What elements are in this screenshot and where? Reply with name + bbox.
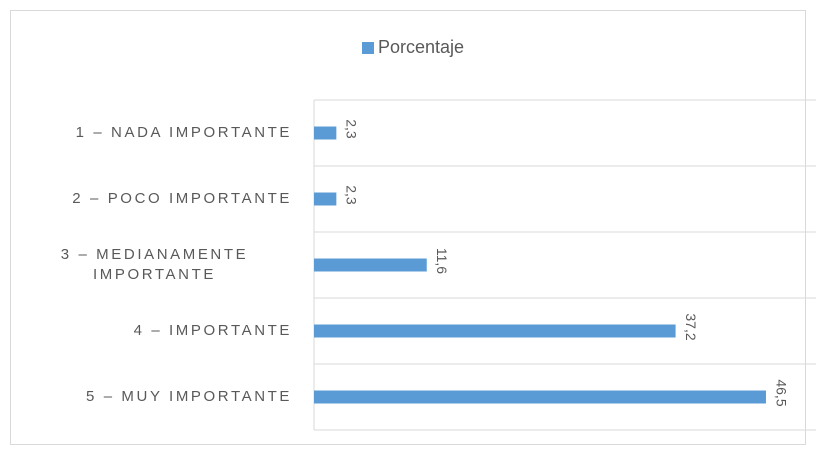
chart-border (10, 10, 806, 445)
category-text: 2 – POCO IMPORTANTE (72, 190, 292, 207)
bar (314, 324, 676, 338)
data-label: 37,2 (683, 313, 699, 340)
bar (314, 390, 766, 404)
bar (314, 258, 427, 272)
bar (314, 192, 337, 206)
category-label: 5 – MUY IMPORTANTE (0, 364, 292, 430)
legend-swatch (362, 42, 374, 54)
data-label: 11,6 (434, 248, 450, 274)
category-text: 4 – IMPORTANTE (133, 322, 292, 339)
category-text: 1 – NADA IMPORTANTE (75, 124, 292, 141)
category-label: 2 – POCO IMPORTANTE (0, 166, 292, 232)
category-label: 4 – IMPORTANTE (0, 298, 292, 364)
category-label: 1 – NADA IMPORTANTE (0, 100, 292, 166)
data-label: 46,5 (773, 379, 789, 406)
category-label: 3 – MEDIANAMENTE IMPORTANTE (0, 232, 292, 298)
bar (314, 126, 337, 140)
data-label: 2,3 (344, 185, 360, 205)
legend-label: Porcentaje (378, 37, 464, 57)
category-text: 3 – MEDIANAMENTE IMPORTANTE (60, 246, 249, 283)
category-text: 5 – MUY IMPORTANTE (86, 388, 292, 405)
data-label: 2,3 (344, 119, 360, 139)
